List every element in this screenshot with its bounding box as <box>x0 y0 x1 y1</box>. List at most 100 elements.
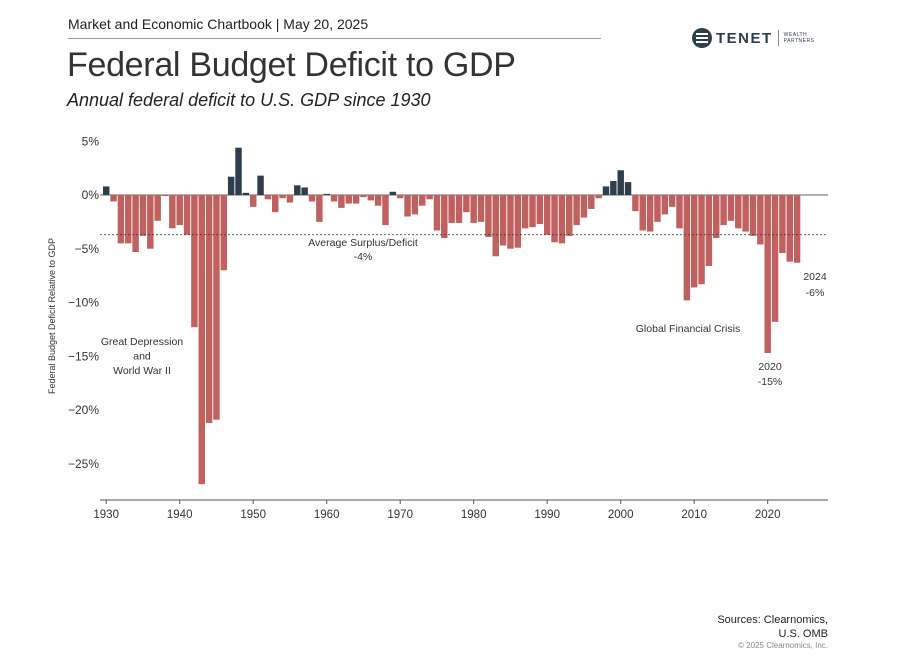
company-logo: TENET WEALTH PARTNERS <box>692 28 814 48</box>
bar-1970 <box>396 195 404 199</box>
bar-1946 <box>220 195 228 271</box>
annotation-0-line-2: World War II <box>113 365 171 377</box>
annotation-3-line-1: -6% <box>806 287 825 299</box>
bar-1966 <box>367 195 375 201</box>
bar-1945 <box>213 195 220 420</box>
bar-1975 <box>433 195 441 231</box>
chart-axes: 5% 0% −5% −10% −15% −20% −25% 1930 1940 1950 1960 1… <box>68 134 828 521</box>
bar-2013 <box>713 195 720 238</box>
copyright: © 2025 Clearnomics, Inc. <box>738 641 828 650</box>
bar-2006 <box>661 195 669 215</box>
bar-1952 <box>264 195 272 200</box>
bar-1932 <box>117 195 125 244</box>
bar-1958 <box>308 195 316 202</box>
average-value-label: -4% <box>354 251 373 263</box>
bar-1999 <box>610 181 617 195</box>
y-tick-label: −25% <box>68 457 99 471</box>
sources-line1: Sources: Clearnomics, <box>717 614 828 626</box>
bar-2018 <box>749 195 757 236</box>
bar-1991 <box>551 195 558 243</box>
bar-1955 <box>286 195 294 203</box>
bar-1943 <box>198 195 205 485</box>
annotation-0-line-0: Great Depression <box>101 336 183 348</box>
bar-2021 <box>771 195 779 322</box>
bar-1987 <box>521 195 529 229</box>
x-tick-label: 2000 <box>608 509 634 521</box>
bar-1960 <box>323 193 330 195</box>
y-tick-label: 0% <box>82 188 100 202</box>
logo-subtext: WEALTH PARTNERS <box>784 32 815 44</box>
bar-1954 <box>279 195 286 199</box>
x-tick-label: 1950 <box>240 509 266 521</box>
average-line-group: Average Surplus/Deficit -4% <box>100 234 828 263</box>
annotation-0-line-1: and <box>133 351 151 363</box>
logo-subtext-line2: PARTNERS <box>783 38 815 44</box>
bar-1996 <box>588 195 595 209</box>
bar-1981 <box>477 195 485 222</box>
bar-1930 <box>102 186 110 195</box>
bar-1971 <box>404 195 411 217</box>
bar-1931 <box>110 195 117 202</box>
bar-1977 <box>448 195 455 223</box>
bar-1939 <box>169 195 176 229</box>
bar-1978 <box>455 195 463 223</box>
x-tick-label: 1960 <box>314 509 340 521</box>
chartbook-header: Market and Economic Chartbook | May 20, … <box>68 16 369 32</box>
y-tick-label: −5% <box>75 242 100 256</box>
logo-name: TENET <box>716 29 773 47</box>
bar-2024 <box>793 195 801 263</box>
bar-1988 <box>529 195 536 228</box>
bar-1992 <box>558 195 566 244</box>
sources: Sources: Clearnomics, U.S. OMB <box>717 613 828 641</box>
bar-2005 <box>654 195 661 222</box>
bar-1986 <box>514 195 522 248</box>
bar-1982 <box>485 195 492 237</box>
bar-1989 <box>536 195 544 225</box>
bar-1997 <box>595 195 602 199</box>
x-tick-label: 2020 <box>755 509 781 521</box>
bar-1998 <box>602 186 610 195</box>
bar-2009 <box>683 195 691 301</box>
bar-1967 <box>374 195 382 206</box>
y-tick-label: −15% <box>68 349 99 363</box>
y-axis-label: Federal Budget Deficit Relative to GDP <box>47 238 57 394</box>
average-label: Average Surplus/Deficit <box>308 237 418 249</box>
bar-1961 <box>330 195 338 202</box>
bar-1951 <box>257 175 264 195</box>
logo-mark-icon <box>692 28 712 48</box>
annotation-1-line-0: Global Financial Crisis <box>636 323 740 335</box>
y-tick-label: −10% <box>68 296 99 310</box>
bar-2003 <box>639 195 646 231</box>
bar-1947 <box>227 176 235 195</box>
bar-1980 <box>470 195 477 223</box>
bar-2010 <box>690 195 698 288</box>
x-tick-label: 1940 <box>167 509 193 521</box>
bar-1972 <box>411 195 419 215</box>
bar-2023 <box>786 195 793 262</box>
bar-2020 <box>764 195 771 354</box>
bar-2000 <box>617 170 624 195</box>
bar-1963 <box>345 195 352 204</box>
bar-1937 <box>154 195 161 221</box>
bar-2012 <box>705 195 713 266</box>
bar-1942 <box>191 195 198 328</box>
bar-1933 <box>125 195 132 244</box>
bar-1944 <box>205 195 213 423</box>
bar-1965 <box>360 195 367 198</box>
bar-2004 <box>646 195 654 232</box>
bar-2007 <box>668 195 676 207</box>
bar-1974 <box>426 195 433 200</box>
bar-2016 <box>735 195 742 229</box>
sources-line2: U.S. OMB <box>778 628 828 640</box>
bar-2008 <box>676 195 683 229</box>
bar-1990 <box>543 195 551 235</box>
x-tick-label: 2010 <box>681 509 707 521</box>
bar-2017 <box>742 195 749 232</box>
bar-1956 <box>294 185 301 195</box>
bar-1948 <box>235 147 242 195</box>
annotation-3-line-0: 2024 <box>803 271 827 283</box>
bar-1953 <box>272 195 279 213</box>
bar-1950 <box>249 195 257 207</box>
bar-1985 <box>507 195 514 249</box>
